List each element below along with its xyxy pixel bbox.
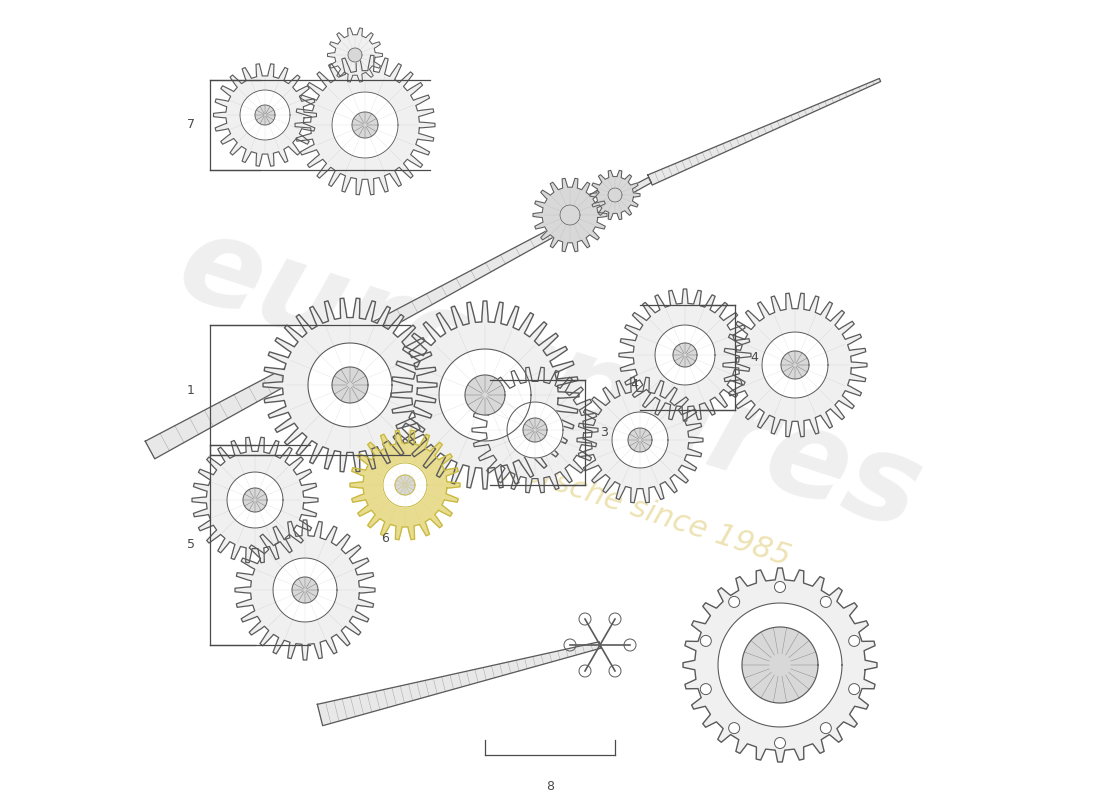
Text: 4: 4	[750, 351, 758, 364]
Polygon shape	[673, 343, 697, 367]
Polygon shape	[235, 520, 375, 660]
Polygon shape	[507, 402, 563, 458]
Polygon shape	[273, 558, 337, 622]
Polygon shape	[439, 349, 531, 441]
Text: eurospares: eurospares	[165, 205, 935, 555]
Polygon shape	[390, 301, 579, 489]
Polygon shape	[395, 475, 415, 495]
Circle shape	[701, 684, 712, 694]
Text: 5: 5	[187, 538, 195, 551]
Polygon shape	[332, 92, 398, 158]
Text: 1: 1	[187, 383, 195, 397]
Polygon shape	[472, 367, 598, 493]
Circle shape	[821, 722, 832, 734]
Polygon shape	[352, 112, 378, 138]
Polygon shape	[348, 48, 362, 62]
Polygon shape	[762, 332, 828, 398]
Polygon shape	[213, 64, 317, 166]
Polygon shape	[255, 105, 275, 125]
Polygon shape	[619, 289, 751, 421]
Text: a passion for porsche since 1985: a passion for porsche since 1985	[306, 388, 794, 572]
Polygon shape	[560, 205, 580, 225]
Polygon shape	[383, 463, 427, 507]
Text: 8: 8	[546, 780, 554, 793]
Circle shape	[774, 738, 785, 749]
Polygon shape	[723, 294, 867, 437]
Text: 7: 7	[187, 118, 195, 131]
Circle shape	[774, 582, 785, 593]
Circle shape	[701, 635, 712, 646]
Polygon shape	[608, 188, 622, 202]
Polygon shape	[192, 438, 318, 562]
Polygon shape	[240, 90, 290, 140]
Polygon shape	[317, 642, 601, 726]
Circle shape	[728, 596, 739, 607]
Polygon shape	[145, 178, 651, 458]
Polygon shape	[612, 412, 668, 468]
Polygon shape	[263, 298, 437, 472]
Polygon shape	[308, 343, 392, 427]
Polygon shape	[465, 375, 505, 415]
Polygon shape	[350, 430, 460, 540]
Text: 6: 6	[381, 532, 389, 545]
Polygon shape	[781, 351, 808, 379]
Circle shape	[849, 635, 860, 646]
Polygon shape	[578, 378, 703, 502]
Polygon shape	[718, 603, 842, 727]
Polygon shape	[292, 577, 318, 603]
Polygon shape	[683, 568, 877, 762]
Text: 3: 3	[600, 426, 608, 439]
Polygon shape	[243, 488, 267, 512]
Circle shape	[849, 684, 860, 694]
Circle shape	[821, 596, 832, 607]
Polygon shape	[648, 78, 881, 185]
Polygon shape	[328, 28, 383, 82]
Polygon shape	[522, 418, 547, 442]
Polygon shape	[742, 627, 818, 703]
Polygon shape	[534, 178, 607, 252]
Polygon shape	[227, 472, 283, 528]
Polygon shape	[332, 367, 368, 403]
Polygon shape	[628, 428, 652, 452]
Polygon shape	[590, 170, 640, 220]
Text: 4: 4	[630, 378, 638, 391]
Polygon shape	[295, 55, 434, 194]
Circle shape	[728, 722, 739, 734]
Polygon shape	[654, 325, 715, 385]
